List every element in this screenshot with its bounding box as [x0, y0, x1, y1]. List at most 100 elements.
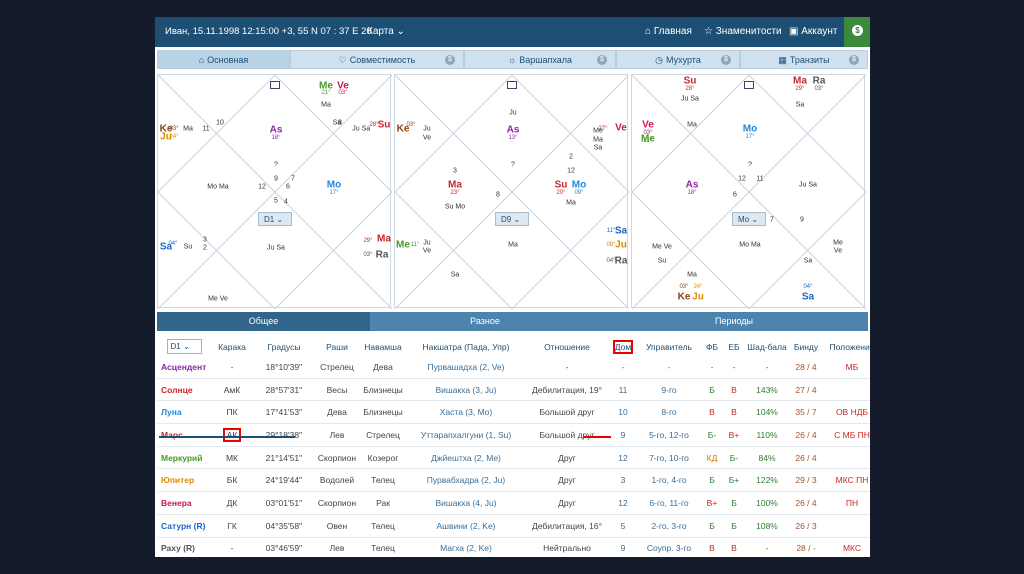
cell-bindu: 28 / -	[789, 537, 823, 557]
clock-icon: ◷	[655, 55, 663, 65]
cell-relation: -	[525, 356, 609, 379]
chart-label: 21°	[643, 138, 653, 144]
chart-varga-select[interactable]: D1 ⌄	[258, 212, 292, 226]
star-icon: ☆	[704, 26, 713, 37]
table-row[interactable]: Асцендент -18°10'39'' Стрелец Дева Пурвашадх…	[157, 356, 870, 379]
cell-rashi: Стрелец	[315, 356, 359, 379]
grid-line	[511, 191, 629, 309]
cell-fb: В+	[701, 491, 723, 515]
dollar-icon: $	[852, 25, 863, 36]
chart-label: Sa	[450, 271, 460, 279]
table-row[interactable]: Раху (R) -03°46'59'' Лев Телец Магха (2, Ke)…	[157, 537, 870, 557]
planet-name[interactable]: Марс	[157, 423, 211, 447]
col-eb[interactable]: ЕБ	[728, 341, 740, 352]
planet-name[interactable]: Сатурн (R)	[157, 514, 211, 538]
table-row[interactable]: Марс АК 29°18'38'' Лев Стрелец Уттарапхалгуни…	[157, 423, 870, 447]
cell-karaka: -	[211, 537, 253, 557]
col-bindu[interactable]: Бинду	[793, 341, 819, 352]
cell-navamsha: Стрелец	[359, 423, 407, 447]
planet-label: Ju	[615, 239, 627, 251]
cell-fb: -	[701, 356, 723, 379]
cell-relation: Друг	[525, 446, 609, 470]
cell-shadbala: 108%	[745, 514, 789, 538]
cell-eb: Б	[723, 491, 745, 515]
planet-name[interactable]: Меркурий	[157, 446, 211, 470]
chart-label: Sa	[593, 144, 603, 152]
col-rashi[interactable]: Раши	[326, 341, 348, 352]
cell-position	[823, 378, 870, 402]
celebrities-link[interactable]: ☆ Знаменитости	[704, 26, 782, 37]
cell-degrees: 18°10'39''	[253, 356, 315, 379]
chart-label: 9	[274, 175, 278, 183]
grid-line	[395, 75, 513, 193]
tab-periods[interactable]: Периоды	[600, 312, 868, 331]
cell-nakshatra: Хаста (3, Mo)	[407, 400, 525, 425]
table-header: D1 ⌄ Карака Градусы Раши Навамша Накшатр…	[157, 337, 870, 356]
chart-varga-select[interactable]: D9 ⌄	[495, 212, 529, 226]
chevron-down-icon: ⌄	[511, 215, 521, 224]
chart-label: 12	[258, 183, 266, 191]
chart-varga-select[interactable]: Mo ⌄	[732, 212, 766, 226]
chart-label: 20°	[556, 190, 566, 196]
table-row[interactable]: Юпитер БК 24°19'44'' Водолей Телец Пурвабхадр…	[157, 468, 870, 493]
cell-shadbala: -	[745, 356, 789, 379]
chart-label: 03°	[406, 122, 416, 128]
chart-label: 08°	[606, 242, 616, 248]
col-relation[interactable]: Отношение	[544, 341, 590, 352]
col-degrees[interactable]: Градусы	[267, 341, 301, 352]
chart-label: 8	[338, 119, 342, 127]
home-icon: ⌂	[645, 26, 652, 37]
col-house[interactable]: Дом	[612, 339, 634, 354]
planet-label: Me	[641, 133, 655, 145]
planet-name[interactable]: Солнце	[157, 378, 211, 402]
table-row[interactable]: Солнце АмК 28°57'31'' Весы Близнецы Вишакха (…	[157, 378, 870, 402]
account-link[interactable]: ▣ Аккаунт	[789, 26, 838, 37]
table-row[interactable]: Венера ДК 03°01'51'' Скорпион Рак Вишакха (4,…	[157, 491, 870, 515]
cell-nakshatra: Магха (2, Ke)	[407, 537, 525, 557]
currency-button[interactable]: $	[844, 17, 870, 47]
chart-label: 18°	[271, 135, 281, 141]
planet-name[interactable]: Юпитер	[157, 468, 211, 493]
tab-main[interactable]: ⌂ Основная	[157, 50, 290, 69]
table-row[interactable]: Луна ПК 17°41'53'' Дева Близнецы Хаста (3, Mo…	[157, 400, 870, 425]
col-nakshatra[interactable]: Накшатра (Пада, Упр)	[422, 341, 510, 352]
planet-name[interactable]: Раху (R)	[157, 537, 211, 557]
cell-rashi: Лев	[315, 423, 359, 447]
col-fb[interactable]: ФБ	[705, 341, 719, 352]
cell-rashi: Овен	[315, 514, 359, 538]
planet-name[interactable]: Луна	[157, 400, 211, 425]
col-shadbala[interactable]: Шад-бала	[747, 341, 787, 352]
chart-label: 24°	[693, 284, 703, 290]
chart-label: 12	[738, 175, 746, 183]
chevron-down-icon: ⌄	[396, 26, 405, 37]
cell-bindu: 26 / 4	[789, 423, 823, 447]
tab-transits[interactable]: ▦ Транзиты $	[740, 50, 868, 69]
cell-degrees: 29°18'38''	[253, 423, 315, 447]
col-position[interactable]: Положение	[829, 341, 870, 352]
planet-name[interactable]: Асцендент	[157, 356, 211, 379]
tab-muhurta[interactable]: ◷ Мухурта $	[616, 50, 740, 69]
planet-name[interactable]: Венера	[157, 491, 211, 515]
col-navamsha[interactable]: Навамша	[364, 341, 402, 352]
cell-relation: Дебилитация, 16°	[525, 514, 609, 538]
chart-label: Ju	[423, 125, 431, 133]
cell-lord: 9-го	[637, 378, 701, 402]
house-underline	[583, 436, 611, 438]
map-menu[interactable]: Карта ⌄	[367, 26, 405, 37]
chart-label: Ju	[352, 125, 360, 133]
tab-misc[interactable]: Разное	[370, 312, 600, 331]
table-row[interactable]: Сатурн (R) ГК 04°35'58'' Овен Телец Ашвини (2…	[157, 514, 870, 538]
varga-select[interactable]: D1 ⌄	[157, 337, 211, 356]
col-lord[interactable]: Управитель	[646, 341, 692, 352]
cell-house: 9	[609, 537, 637, 557]
home-link[interactable]: ⌂ Главная	[645, 26, 692, 37]
cell-karaka: -	[211, 356, 253, 379]
tab-compatibility[interactable]: ♡ Совместимость $	[290, 50, 464, 69]
home-icon: ⌂	[198, 55, 205, 65]
table-row[interactable]: Меркурий МК 21°14'51'' Скорпион Козерог Джйеш…	[157, 446, 870, 470]
col-karaka[interactable]: Карака	[218, 341, 246, 352]
tab-varshaphala[interactable]: ☼ Варшапхала $	[464, 50, 616, 69]
cell-shadbala: 104%	[745, 400, 789, 425]
tab-general[interactable]: Общее	[157, 312, 370, 331]
chart-label: 17°	[329, 190, 339, 196]
